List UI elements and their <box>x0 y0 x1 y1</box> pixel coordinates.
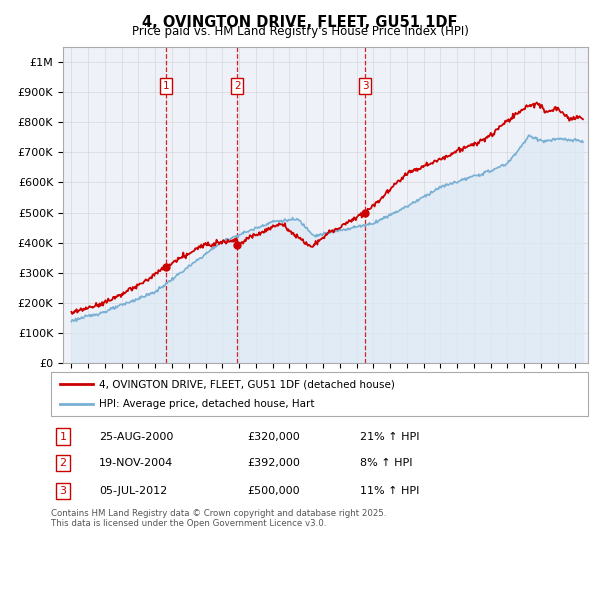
Text: £392,000: £392,000 <box>247 458 300 468</box>
Text: 8% ↑ HPI: 8% ↑ HPI <box>360 458 413 468</box>
Text: 1: 1 <box>59 432 67 441</box>
Text: 4, OVINGTON DRIVE, FLEET, GU51 1DF (detached house): 4, OVINGTON DRIVE, FLEET, GU51 1DF (deta… <box>99 379 395 389</box>
Text: This data is licensed under the Open Government Licence v3.0.: This data is licensed under the Open Gov… <box>51 519 326 528</box>
Text: Contains HM Land Registry data © Crown copyright and database right 2025.: Contains HM Land Registry data © Crown c… <box>51 509 386 517</box>
Text: HPI: Average price, detached house, Hart: HPI: Average price, detached house, Hart <box>99 399 314 408</box>
Text: 2: 2 <box>234 81 241 91</box>
Text: 4, OVINGTON DRIVE, FLEET, GU51 1DF: 4, OVINGTON DRIVE, FLEET, GU51 1DF <box>142 15 458 30</box>
Text: 19-NOV-2004: 19-NOV-2004 <box>99 458 173 468</box>
Text: 1: 1 <box>163 81 169 91</box>
Text: 25-AUG-2000: 25-AUG-2000 <box>99 432 173 441</box>
Text: 3: 3 <box>59 486 67 496</box>
Text: 21% ↑ HPI: 21% ↑ HPI <box>360 432 419 441</box>
Text: 3: 3 <box>362 81 368 91</box>
Text: 05-JUL-2012: 05-JUL-2012 <box>99 486 167 496</box>
Text: Price paid vs. HM Land Registry's House Price Index (HPI): Price paid vs. HM Land Registry's House … <box>131 25 469 38</box>
Text: 2: 2 <box>59 458 67 468</box>
Text: £500,000: £500,000 <box>247 486 300 496</box>
Text: 11% ↑ HPI: 11% ↑ HPI <box>360 486 419 496</box>
Text: £320,000: £320,000 <box>247 432 300 441</box>
